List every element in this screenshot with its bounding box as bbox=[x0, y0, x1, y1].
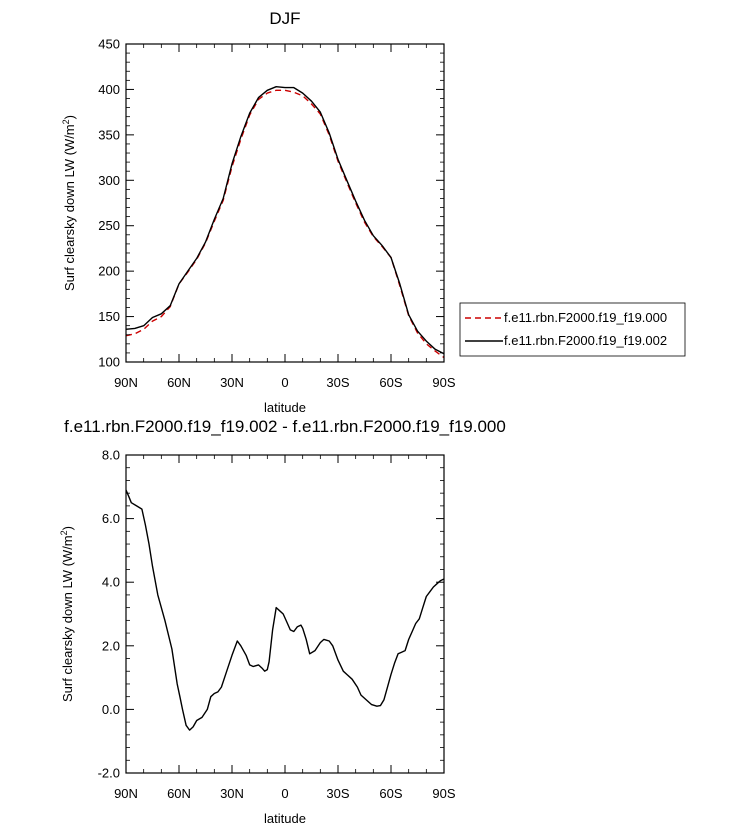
bottom-y-axis-label: Surf clearsky down LW (W/m2) bbox=[59, 526, 75, 702]
bottom-x-tick-label: 90S bbox=[432, 786, 455, 801]
top-axis-ticks: 90N 60N 30N 0 30S 60S 90S 100 150 200 250 300 350 400… bbox=[98, 37, 456, 391]
bottom-series-group bbox=[125, 489, 445, 731]
top-series-line-1 bbox=[125, 86, 445, 355]
top-x-axis-label: latitude bbox=[264, 400, 306, 415]
legend-box bbox=[459, 302, 686, 357]
bottom-x-tick-label: 60S bbox=[379, 786, 402, 801]
top-y-tick-label: 300 bbox=[98, 173, 120, 188]
top-y-axis-label: Surf clearsky down LW (W/m2) bbox=[61, 115, 77, 291]
top-plot-frame bbox=[125, 43, 445, 363]
top-x-tick-label: 90N bbox=[114, 375, 138, 390]
top-y-tick-label: 100 bbox=[98, 355, 120, 370]
bottom-x-tick-label: 0 bbox=[281, 786, 288, 801]
legend-label-002: f.e11.rbn.F2000.f19_f19.002 bbox=[504, 333, 667, 348]
bottom-x-tick-label: 60N bbox=[167, 786, 191, 801]
bottom-x-tick-label: 90N bbox=[114, 786, 138, 801]
bottom-y-tick-label: 4.0 bbox=[102, 575, 120, 590]
top-x-tick-label: 60N bbox=[167, 375, 191, 390]
legend-label-000: f.e11.rbn.F2000.f19_f19.000 bbox=[504, 310, 667, 325]
top-y-tick-label: 450 bbox=[98, 37, 120, 52]
top-y-tick-label: 350 bbox=[98, 127, 120, 142]
top-x-tick-label: 0 bbox=[281, 375, 288, 390]
bottom-panel: f.e11.rbn.F2000.f19_f19.002 - f.e11.rbn.… bbox=[59, 417, 506, 826]
bottom-y-tick-label: 6.0 bbox=[102, 511, 120, 526]
top-panel: DJF 90N 60N 30N 0 30S 60S 90S 100 150 200 250 300 35… bbox=[61, 9, 686, 415]
bottom-chart-title: f.e11.rbn.F2000.f19_f19.002 - f.e11.rbn.… bbox=[64, 417, 506, 436]
bottom-plot-frame bbox=[125, 454, 445, 774]
bottom-series-line-0 bbox=[125, 489, 445, 731]
bottom-x-axis-label: latitude bbox=[264, 811, 306, 826]
legend: f.e11.rbn.F2000.f19_f19.000 f.e11.rbn.F2… bbox=[459, 302, 686, 357]
top-x-tick-label: 30S bbox=[326, 375, 349, 390]
bottom-x-tick-label: 30S bbox=[326, 786, 349, 801]
top-y-tick-label: 150 bbox=[98, 309, 120, 324]
top-chart-title: DJF bbox=[269, 9, 300, 28]
bottom-y-tick-label: 8.0 bbox=[102, 448, 120, 463]
bottom-y-tick-label: -2.0 bbox=[98, 766, 120, 781]
top-y-tick-label: 250 bbox=[98, 218, 120, 233]
top-series-line-0 bbox=[125, 89, 445, 359]
bottom-y-tick-label: 0.0 bbox=[102, 702, 120, 717]
bottom-y-tick-label: 2.0 bbox=[102, 638, 120, 653]
top-y-tick-label: 200 bbox=[98, 264, 120, 279]
bottom-axis-ticks: 90N 60N 30N 0 30S 60S 90S -2.0 0.0 2.0 4.0 6.0 8.0 bbox=[98, 448, 456, 802]
bottom-x-tick-label: 30N bbox=[220, 786, 244, 801]
top-series-group bbox=[125, 86, 445, 359]
top-x-tick-label: 30N bbox=[220, 375, 244, 390]
top-x-tick-label: 90S bbox=[432, 375, 455, 390]
top-y-tick-label: 400 bbox=[98, 82, 120, 97]
top-x-tick-label: 60S bbox=[379, 375, 402, 390]
